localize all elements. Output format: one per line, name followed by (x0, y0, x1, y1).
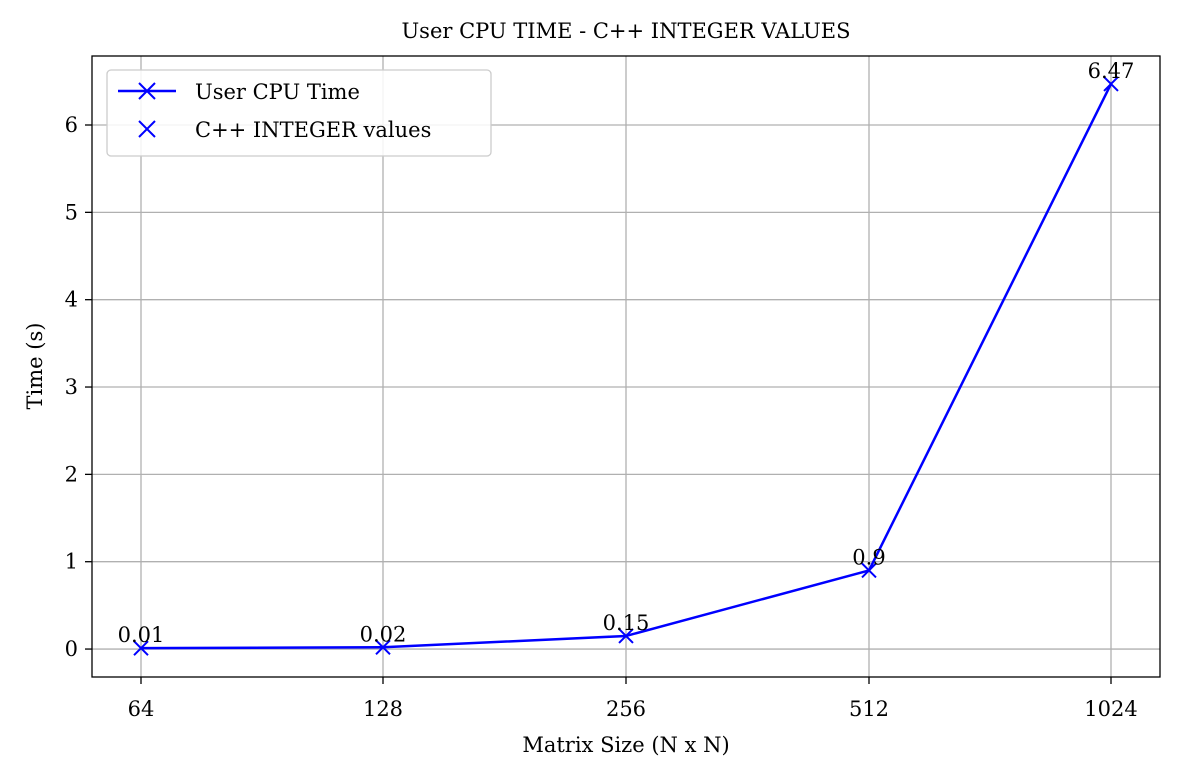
data-point-marker (375, 639, 391, 656)
y-tick-label: 5 (65, 200, 78, 224)
chart-title: User CPU TIME - C++ INTEGER VALUES (401, 19, 850, 43)
y-tick-label: 6 (65, 113, 78, 137)
legend-box (106, 69, 492, 157)
data-label: 0.9 (852, 545, 885, 569)
data-label: 0.15 (603, 611, 650, 635)
x-axis-label: Matrix Size (N x N) (522, 733, 729, 757)
data-labels: 0.01 0.02 0.15 0.9 6.47 (118, 59, 1135, 647)
data-label: 6.47 (1088, 59, 1135, 83)
x-axis-ticks: 64 128 256 512 1024 (128, 677, 1138, 721)
data-point-marker (133, 640, 149, 656)
series-layer (133, 76, 1119, 656)
x-tick-label: 1024 (1084, 697, 1137, 721)
data-point-marker (861, 562, 877, 579)
data-point-marker (1103, 76, 1119, 92)
data-label: 0.01 (118, 623, 165, 647)
y-tick-label: 4 (65, 288, 78, 312)
legend-marker-icon (138, 120, 156, 138)
y-tick-label: 0 (65, 637, 78, 661)
x-tick-label: 512 (849, 697, 889, 721)
y-tick-label: 2 (65, 462, 78, 486)
data-label: 0.02 (360, 622, 407, 646)
x-tick-label: 128 (363, 697, 403, 721)
legend-label-series: User CPU Time (195, 80, 360, 104)
y-tick-label: 1 (65, 550, 78, 574)
x-tick-label: 64 (128, 697, 155, 721)
y-axis-label: Time (s) (23, 323, 47, 410)
data-point-marker (618, 628, 634, 644)
y-axis-ticks: 0 1 2 3 4 5 6 (65, 113, 92, 661)
legend-line-marker-icon (138, 82, 156, 100)
legend-label-markers: C++ INTEGER values (195, 118, 431, 142)
legend: User CPU Time C++ INTEGER values (106, 69, 492, 157)
x-tick-label: 256 (606, 697, 646, 721)
y-tick-label: 3 (65, 375, 78, 399)
